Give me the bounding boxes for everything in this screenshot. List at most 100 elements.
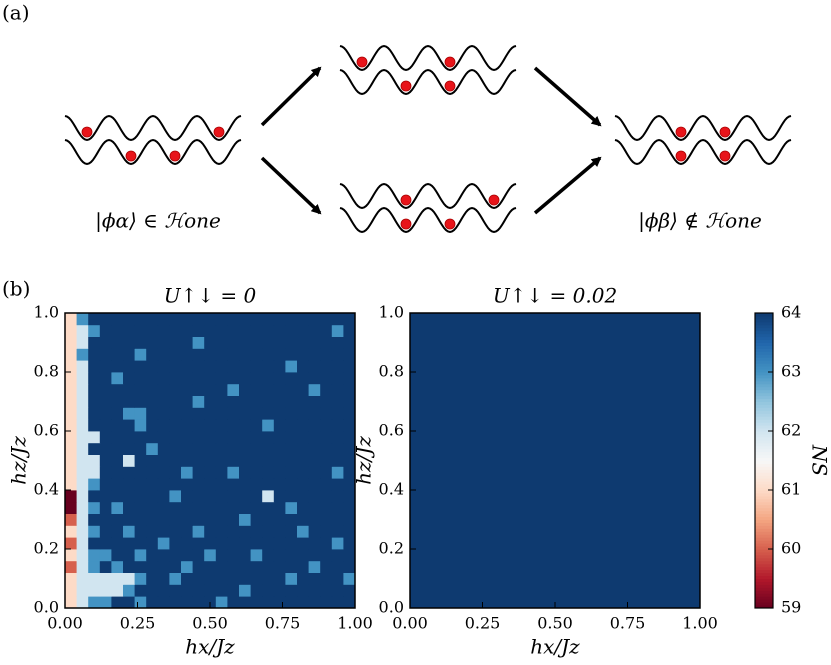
heatmap-cell — [343, 383, 356, 396]
heatmap-cell — [76, 572, 89, 585]
heatmap-cell — [157, 501, 170, 514]
colorbar-step — [755, 372, 773, 376]
heatmap-cell — [308, 572, 321, 585]
heatmap-cell — [297, 372, 309, 385]
heatmap-cell — [320, 525, 333, 538]
heatmap-cell — [239, 549, 251, 562]
heatmap-cell — [239, 442, 251, 455]
colorbar-step — [755, 398, 773, 402]
heatmap-cell — [250, 431, 263, 444]
heatmap-cell — [169, 584, 182, 597]
colorbar-step — [755, 404, 773, 408]
heatmap-cell — [134, 490, 147, 503]
heatmap-cell — [331, 407, 344, 420]
heatmap-cell — [227, 372, 240, 385]
heatmap-cell — [146, 466, 159, 479]
colorbar-step — [755, 534, 773, 538]
heatmap-cell — [250, 324, 263, 337]
x-tick-label: 0.25 — [120, 614, 156, 633]
heatmap-cell — [169, 442, 182, 455]
panel-label: (b) — [2, 277, 30, 301]
heatmap-cell — [297, 336, 309, 349]
heatmap-cell — [99, 466, 112, 479]
heatmap-cell — [239, 537, 251, 550]
heatmap-cell — [297, 431, 309, 444]
heatmap-cell — [320, 324, 333, 337]
heatmap-cell — [250, 407, 263, 420]
heatmap-cell — [76, 513, 89, 526]
x-tick-label: 0.25 — [465, 614, 501, 633]
heatmap-cell — [181, 395, 193, 408]
heatmap-cell — [262, 372, 275, 385]
heatmap-cell — [250, 419, 263, 432]
heatmap-cell — [99, 513, 112, 526]
heatmap-cell — [239, 513, 251, 526]
heatmap-cell — [76, 324, 89, 337]
heatmap-cell — [169, 549, 182, 562]
heatmap-cell — [99, 372, 112, 385]
heatmap-cell — [99, 407, 112, 420]
heatmap-cell — [88, 466, 101, 479]
heatmap-cell — [65, 383, 77, 396]
heatmap-cell — [320, 478, 333, 491]
heatmap-cell — [308, 313, 321, 326]
heatmap-cell — [123, 395, 135, 408]
colorbar-step — [755, 431, 773, 435]
heatmap-cell — [123, 324, 135, 337]
heatmap-cell — [146, 490, 159, 503]
heatmap-cell — [320, 454, 333, 467]
heatmap-cell — [297, 572, 309, 585]
heatmap-cell — [227, 324, 240, 337]
heatmap-cell — [297, 537, 309, 550]
particle — [719, 126, 731, 138]
heatmap-cell — [204, 395, 217, 408]
heatmap-cell — [169, 466, 182, 479]
diagram — [64, 44, 792, 234]
colorbar-step — [755, 549, 773, 553]
heatmap-cell — [192, 490, 205, 503]
heatmap-cell — [192, 348, 205, 361]
heatmap-cell — [250, 560, 263, 573]
heatmap-cell — [343, 584, 356, 597]
heatmap-cell — [192, 513, 205, 526]
heatmap-cell — [285, 336, 298, 349]
heatmap-cell — [88, 313, 101, 326]
heatmap-cell — [99, 454, 112, 467]
heatmap-cell — [297, 348, 309, 361]
heatmap-cell — [111, 324, 124, 337]
heatmap-cell — [204, 419, 217, 432]
colorbar-step — [755, 377, 773, 382]
heatmap-cell — [65, 336, 77, 349]
heatmap-cell — [181, 372, 193, 385]
x-tick-label: 1.00 — [337, 614, 373, 633]
heatmap-cell — [250, 549, 263, 562]
colorbar-step — [755, 369, 773, 373]
heatmap-cell — [215, 478, 228, 491]
heatmap-cell — [181, 501, 193, 514]
heatmap-cell — [76, 313, 89, 326]
heatmap-cell — [262, 348, 275, 361]
heatmap-cell — [285, 584, 298, 597]
x-tick-label: 0.75 — [265, 614, 301, 633]
heatmap-cell — [88, 572, 101, 585]
heatmap-cell — [343, 501, 356, 514]
colorbar-tick-label: 61 — [781, 480, 801, 499]
heatmap-cell — [99, 313, 112, 326]
heatmap-cell — [331, 572, 344, 585]
heatmap-cell — [111, 431, 124, 444]
colorbar-step — [755, 560, 773, 565]
colorbar-step — [755, 566, 773, 571]
heatmap-cell — [308, 549, 321, 562]
heatmap-cell — [157, 478, 170, 491]
heatmap-cell — [331, 360, 344, 373]
colorbar-step — [755, 510, 773, 515]
heatmap-cell — [65, 454, 77, 467]
heatmap-cell — [262, 442, 275, 455]
colorbar-step — [755, 572, 773, 577]
heatmap-cell — [111, 336, 124, 349]
lattice-curve — [614, 114, 792, 142]
heatmap-cell — [181, 360, 193, 373]
heatmap-cell — [134, 419, 147, 432]
heatmap-cell — [65, 324, 77, 337]
colorbar-step — [755, 525, 773, 529]
